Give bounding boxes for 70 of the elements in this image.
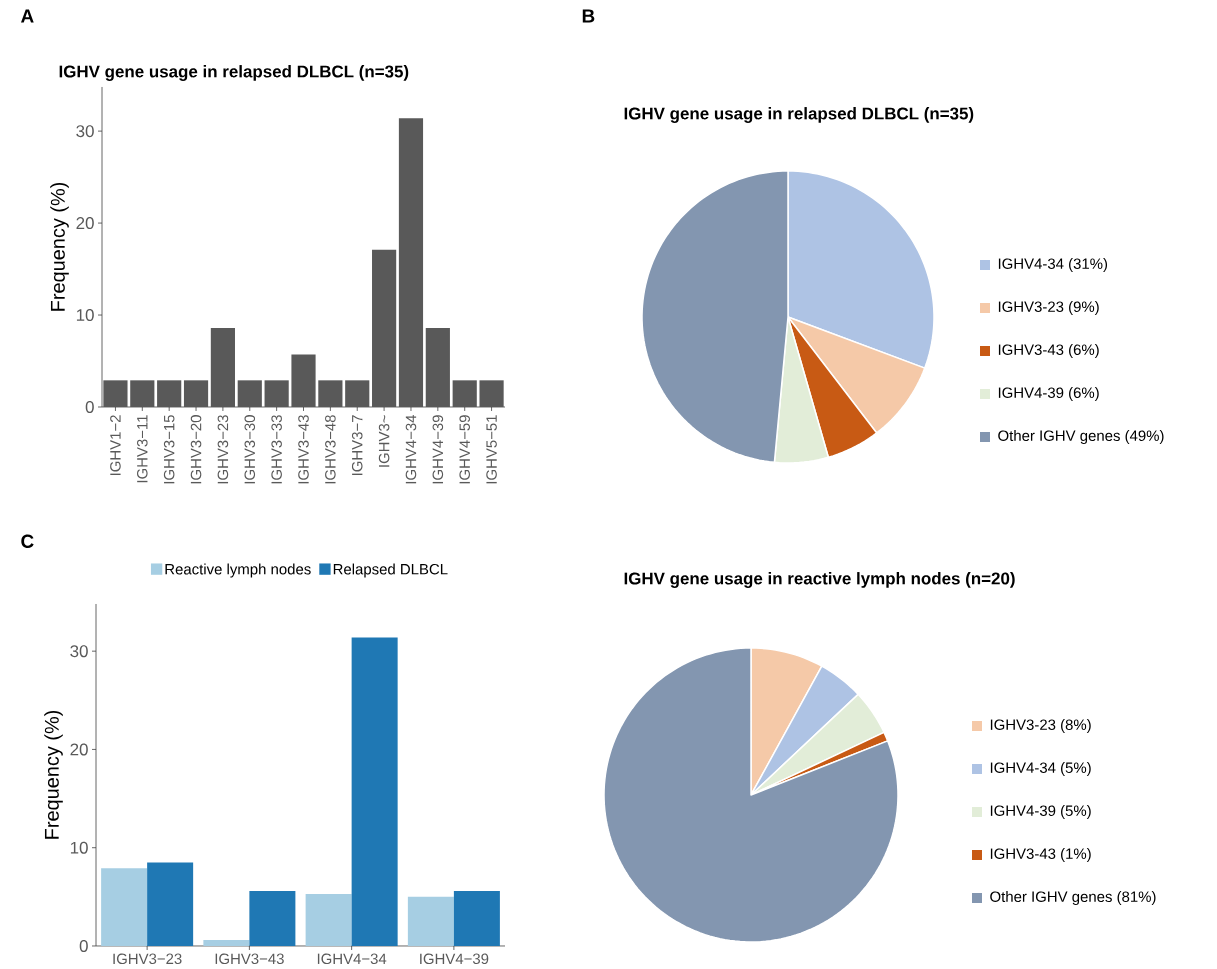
bar bbox=[264, 380, 289, 407]
legend-label: IGHV3-43 (1%) bbox=[990, 848, 1091, 862]
x-tick-label: IGHV4−34 bbox=[405, 414, 417, 484]
x-tick-label: IGHV3−43 bbox=[298, 415, 309, 484]
bar bbox=[318, 380, 343, 407]
bar bbox=[157, 380, 182, 407]
y-axis-title: Frequency (%) bbox=[50, 182, 69, 311]
legend-label: IGHV3-23 (8%) bbox=[990, 719, 1091, 733]
bar bbox=[291, 354, 316, 407]
legend-label: IGHV4-39 (5%) bbox=[990, 805, 1091, 819]
bar bbox=[351, 637, 398, 946]
y-tick-label: 20 bbox=[76, 217, 94, 230]
bar bbox=[479, 380, 504, 407]
x-tick-label: IGHV3−23 bbox=[113, 953, 182, 965]
y-tick-label: 30 bbox=[70, 645, 88, 658]
y-tick-label: 0 bbox=[79, 939, 88, 952]
x-tick-label: IGHV3−43 bbox=[215, 953, 284, 965]
bar bbox=[305, 893, 352, 946]
bar bbox=[345, 380, 370, 407]
x-tick-label: IGHV3~ bbox=[378, 415, 390, 467]
bar bbox=[372, 249, 397, 407]
x-tick-label: IGHV3−11 bbox=[137, 415, 148, 483]
x-tick-label: IGHV1−2 bbox=[110, 415, 121, 476]
x-tick-label: IGHV4−34 bbox=[317, 953, 387, 965]
bar bbox=[237, 380, 262, 407]
x-tick-label: IGHV4−39 bbox=[420, 953, 489, 965]
legend-label: IGHV3-23 (9%) bbox=[998, 301, 1099, 315]
x-tick-label: IGHV4−39 bbox=[432, 415, 444, 484]
x-tick-label: IGHV5−51 bbox=[486, 415, 497, 484]
x-tick-label: IGHV3−33 bbox=[271, 415, 282, 484]
y-axis-title: Frequency (%) bbox=[44, 710, 63, 839]
x-tick-label: IGHV4−59 bbox=[459, 415, 470, 484]
x-tick-label: IGHV3−48 bbox=[325, 415, 336, 484]
text: C bbox=[21, 534, 34, 548]
bar bbox=[452, 380, 477, 407]
x-tick-label: IGHV3−30 bbox=[244, 415, 256, 484]
text: B bbox=[582, 9, 595, 23]
x-tick-label: IGHV3−7 bbox=[351, 415, 363, 476]
legend-label: IGHV4-39 (6%) bbox=[998, 387, 1099, 401]
bar bbox=[147, 862, 194, 946]
legend-label: IGHV3-43 (6%) bbox=[998, 344, 1099, 358]
bar bbox=[398, 118, 424, 407]
x-tick-label: IGHV3−23 bbox=[217, 415, 229, 484]
x-tick-label: IGHV3−15 bbox=[163, 415, 175, 484]
bar bbox=[183, 380, 209, 407]
text: A bbox=[21, 9, 34, 23]
legend-label: IGHV4-34 (31%) bbox=[998, 258, 1108, 272]
legend-label: Relapsed DLBCL bbox=[333, 563, 448, 578]
bar bbox=[210, 327, 235, 407]
y-tick-label: 10 bbox=[76, 309, 94, 322]
legend-label: Other IGHV genes (49%) bbox=[998, 430, 1164, 444]
y-tick-label: 30 bbox=[76, 125, 94, 138]
x-tick-label: IGHV3−20 bbox=[190, 415, 202, 484]
legend-label: Reactive lymph nodes bbox=[165, 563, 311, 578]
chart-title: IGHV gene usage in reactive lymph nodes (n=20) bbox=[624, 572, 1015, 588]
bar bbox=[249, 890, 296, 946]
legend-label: Other IGHV genes (81%) bbox=[990, 891, 1156, 905]
y-tick-label: 0 bbox=[85, 400, 94, 413]
y-tick-label: 10 bbox=[70, 841, 88, 854]
y-tick-label: 20 bbox=[70, 743, 88, 756]
bar bbox=[203, 940, 250, 946]
bar bbox=[130, 380, 155, 407]
legend-label: IGHV4-34 (5%) bbox=[990, 762, 1091, 776]
bar bbox=[103, 380, 128, 407]
chart-title: IGHV gene usage in relapsed DLBCL (n=35) bbox=[624, 107, 974, 123]
chart-title: IGHV gene usage in relapsed DLBCL (n=35) bbox=[59, 65, 409, 81]
bar bbox=[407, 896, 454, 946]
bar bbox=[101, 868, 148, 946]
bar bbox=[425, 327, 450, 407]
bar bbox=[453, 890, 500, 946]
